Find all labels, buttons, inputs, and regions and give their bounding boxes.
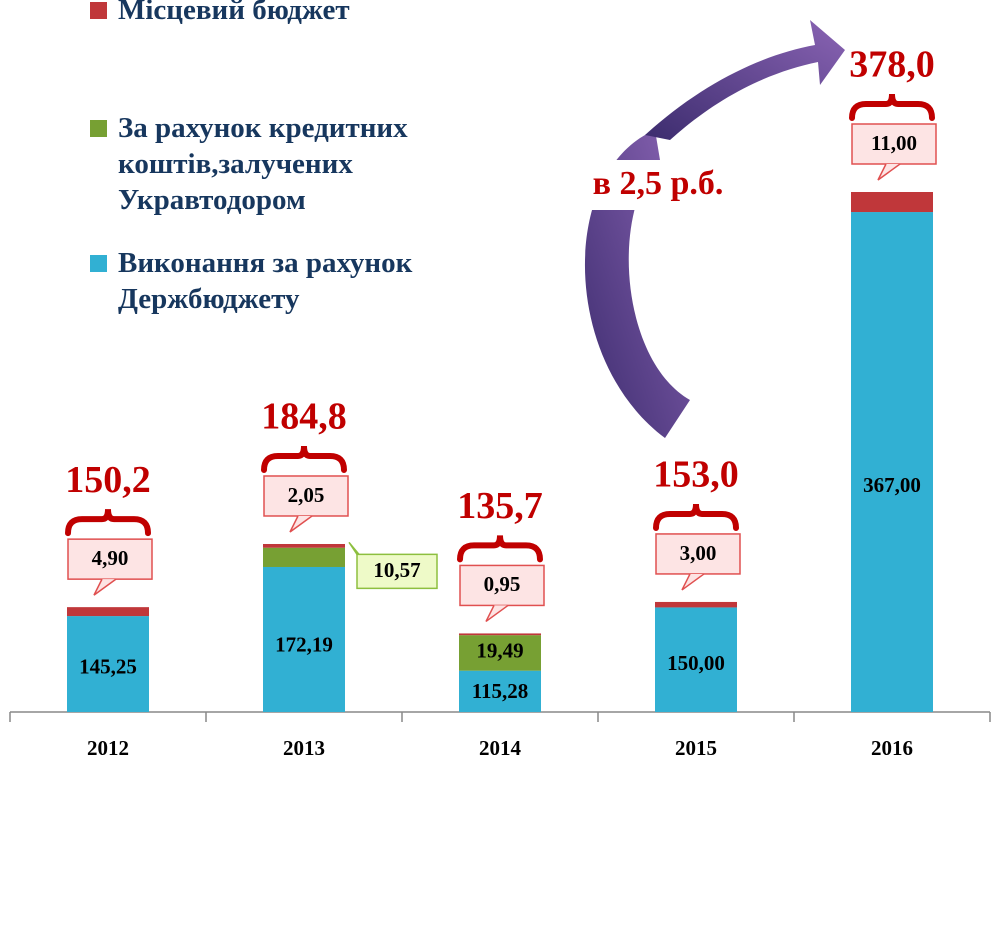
bar-segment [263,543,345,548]
value-label: 150,00 [667,651,725,675]
callout-tail [681,573,705,591]
value-label: 4,90 [92,546,129,570]
callout [67,538,153,580]
callout-tail [289,515,313,533]
bar-segment [67,607,149,617]
value-label: 19,49 [476,639,523,663]
value-label: 115,28 [472,679,529,703]
total-label: 150,2 [65,459,151,501]
value-label: 145,25 [79,655,137,679]
callout [263,475,349,517]
callout [459,564,545,607]
x-tick-label: 2015 [675,736,717,760]
value-label: 3,00 [680,541,717,565]
bracket [65,509,151,537]
annotation-bg [570,160,745,210]
bracket [457,535,543,563]
callout [356,553,438,590]
bar-segment [67,616,149,712]
x-tick-label: 2013 [283,736,325,760]
legend-item: Місцевий бюджет [90,0,510,28]
x-tick-label: 2016 [871,736,913,760]
value-label: 11,00 [871,131,917,155]
value-label: 0,95 [484,572,521,596]
callout-tail [877,163,901,181]
bar-segment [851,212,933,712]
annotation: в 2,5 р.б. [593,165,724,202]
total-label: 135,7 [457,485,543,527]
bar-segment [459,633,541,636]
x-tick-label: 2012 [87,736,129,760]
bar-segment [655,607,737,712]
bar-segment [851,192,933,213]
bracket [653,503,739,531]
legend-item: Виконання за рахунок Держбюджету [90,245,510,317]
legend-swatch [90,120,107,137]
legend-swatch [90,2,107,19]
total-label: 153,0 [653,454,739,496]
callout-tail [485,604,509,623]
arrow [645,20,845,140]
callout [851,123,937,165]
x-tick-label: 2014 [479,736,522,760]
value-label: 10,57 [373,558,420,582]
bar-segment [459,670,541,712]
callout-tail [93,578,117,596]
legend-label: За рахунок кредитних коштів,залучених Ук… [118,112,408,216]
legend-label: Виконання за рахунок Держбюджету [118,247,413,315]
callout [348,541,361,556]
bar-segment [263,547,345,567]
bar-segment [263,566,345,712]
legend-item: За рахунок кредитних коштів,залучених Ук… [90,110,510,218]
value-label: 2,05 [288,483,325,507]
total-label: 184,8 [261,396,347,438]
legend-label: Місцевий бюджет [118,0,350,26]
value-label: 367,00 [863,473,921,497]
bar-segment [655,601,737,608]
bar-segment [459,635,541,671]
total-label: 378,0 [849,44,935,86]
legend-swatch [90,255,107,272]
bracket [261,445,347,473]
bracket [849,93,935,121]
value-label: 172,19 [275,633,333,657]
